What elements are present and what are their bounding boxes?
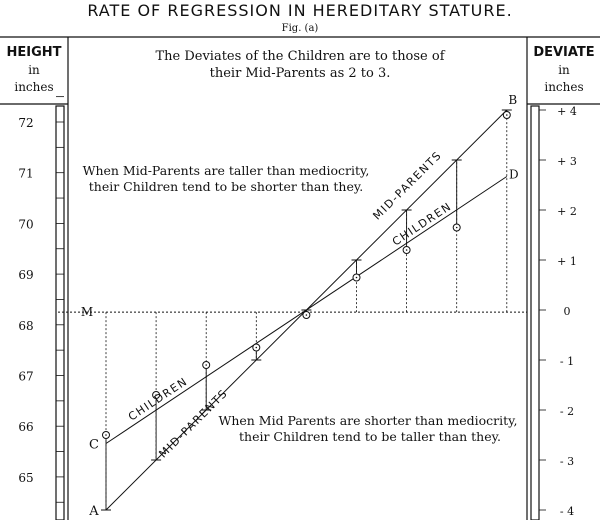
observed-child-dot [305,314,308,316]
left-tick-label: 67 [18,370,33,384]
annotation-shorter: their Children tend to be taller than th… [239,429,501,444]
annotation-ratio: their Mid-Parents as 2 to 3. [210,66,391,81]
point-label-a: A [88,504,99,519]
label-children-lower: CHILDREN [126,375,190,424]
observed-child-dot [405,249,408,251]
right-axis-title: DEVIATE [533,45,594,60]
point-label-b: B [508,93,517,107]
left-scale-bar [55,105,65,520]
left-tick-label: 69 [18,268,33,282]
point-label-m: M [81,305,93,319]
left-tick-label: 65 [18,471,33,485]
left-axis-title: HEIGHT [6,45,61,60]
left-tick-label: 68 [18,319,33,333]
observed-child-dot [355,276,358,279]
right-tick-label: - 4 [560,505,574,518]
right-tick-label: - 2 [560,405,574,418]
point-label-c: C [89,438,99,453]
observed-child-dot [105,434,107,436]
label-children-upper: CHILDREN [390,200,454,249]
right-tick-label: - 1 [560,355,574,368]
right-tick-label: + 1 [557,255,577,268]
left-axis-unit: in [28,63,40,77]
right-tick-label: - 3 [560,455,574,468]
right-tick-label: 0 [564,305,571,318]
observed-child-dot [455,226,458,229]
annotation-taller: their Children tend to be shorter than t… [89,179,364,194]
left-tick-label: 66 [18,420,33,434]
chart-title: RATE OF REGRESSION IN HEREDITARY STATURE… [87,1,512,20]
annotation-shorter: When Mid Parents are shorter than medioc… [218,413,517,428]
observed-child-dot [155,394,157,396]
right-scale-bar [530,105,540,520]
left-axis-unit: inches [14,80,53,94]
left-tick-label: 72 [18,116,33,130]
observed-child-dot [506,114,508,116]
right-axis-unit: inches [544,80,583,94]
annotation-ratio: The Deviates of the Children are to thos… [155,49,445,64]
right-tick-label: + 3 [557,155,577,168]
right-tick-label: + 2 [557,205,577,218]
right-axis-unit: in [558,63,570,77]
left-tick-label: 70 [18,217,33,231]
left-tick-label: 71 [18,167,33,181]
observed-child-dot [205,364,207,366]
chart-subtitle: Fig. (a) [282,23,319,34]
right-tick-label: + 4 [557,105,577,118]
point-label-d: D [509,168,519,182]
annotation-taller: When Mid-Parents are taller than mediocr… [83,163,370,178]
observed-child-dot [255,346,258,349]
